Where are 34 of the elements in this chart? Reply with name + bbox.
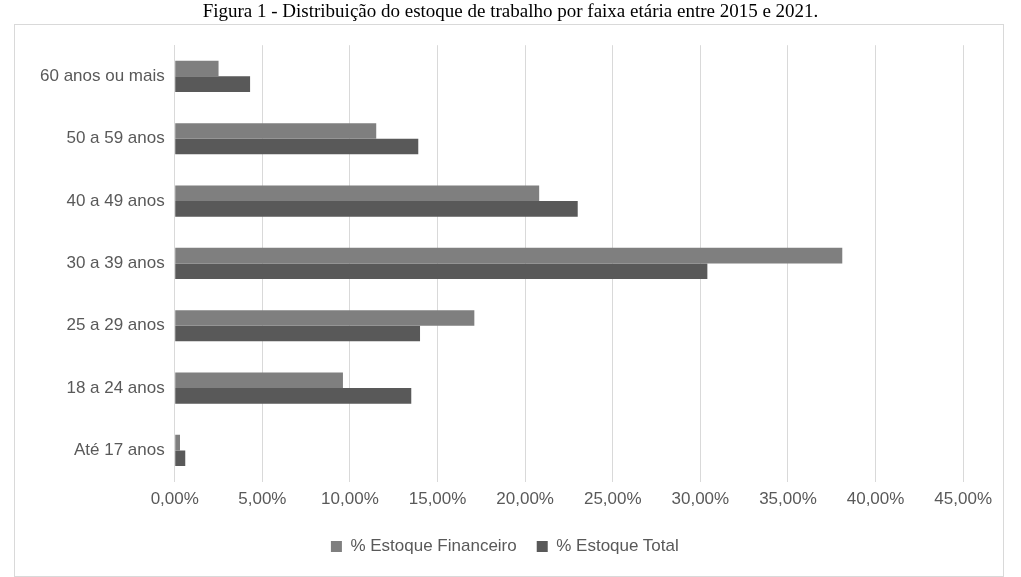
bar	[175, 60, 219, 77]
bar	[175, 263, 708, 279]
y-tick-label: 30 a 39 anos	[66, 253, 165, 273]
bar	[175, 138, 419, 155]
x-tick-label: 10,00%	[321, 489, 379, 509]
bar	[175, 325, 421, 342]
x-tick-label: 5,00%	[238, 489, 287, 509]
bar	[175, 123, 377, 139]
legend-label: % Estoque Financeiro	[350, 536, 517, 556]
bar	[175, 185, 540, 202]
x-tick-label: 45,00%	[934, 489, 993, 509]
x-tick-label: 0,00%	[150, 489, 199, 509]
y-tick-label: Até 17 anos	[73, 440, 165, 460]
y-tick-label: 40 a 49 anos	[66, 190, 165, 210]
y-tick-label: 60 anos ou mais	[39, 66, 165, 86]
x-tick-label: 15,00%	[408, 489, 467, 509]
legend-label: % Estoque Total	[556, 536, 679, 556]
chart-title: Figura 1 - Distribuição do estoque de trabalho por faixa etária entre 2015 e 2021.	[201, 0, 820, 22]
bar	[175, 310, 475, 326]
x-tick-label: 35,00%	[759, 489, 817, 509]
bar	[175, 434, 180, 451]
bar	[175, 76, 251, 92]
x-tick-label: 40,00%	[846, 489, 905, 509]
x-tick-label: 20,00%	[496, 489, 554, 509]
x-tick-label: 25,00%	[583, 489, 642, 509]
bar	[175, 450, 186, 467]
y-tick-label: 25 a 29 anos	[66, 315, 165, 335]
x-tick-label: 30,00%	[671, 489, 730, 509]
bar	[175, 201, 578, 217]
y-tick-label: 18 a 24 anos	[66, 377, 165, 397]
bar	[175, 388, 412, 404]
bar	[175, 372, 343, 389]
bar	[175, 247, 843, 264]
y-tick-label: 50 a 59 anos	[66, 128, 165, 148]
